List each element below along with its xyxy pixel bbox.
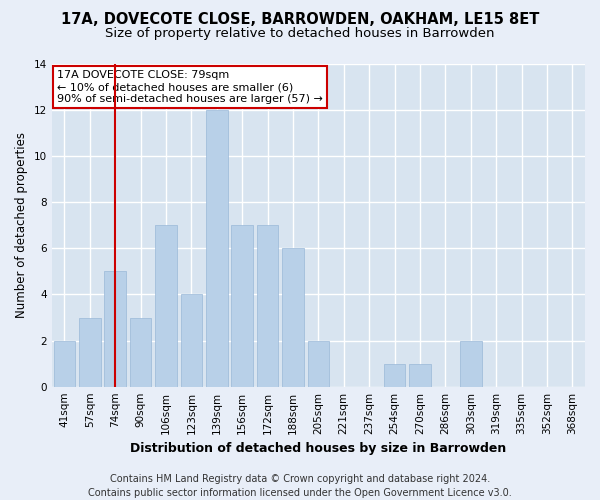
Bar	[257, 226, 278, 386]
Bar	[409, 364, 431, 386]
Bar	[53, 340, 75, 386]
Bar	[181, 294, 202, 386]
Bar	[155, 226, 177, 386]
Bar	[206, 110, 227, 386]
Bar	[460, 340, 482, 386]
Text: 17A, DOVECOTE CLOSE, BARROWDEN, OAKHAM, LE15 8ET: 17A, DOVECOTE CLOSE, BARROWDEN, OAKHAM, …	[61, 12, 539, 28]
Bar	[384, 364, 406, 386]
Text: Size of property relative to detached houses in Barrowden: Size of property relative to detached ho…	[105, 28, 495, 40]
Bar	[130, 318, 151, 386]
Y-axis label: Number of detached properties: Number of detached properties	[15, 132, 28, 318]
Bar	[104, 272, 126, 386]
Bar	[308, 340, 329, 386]
Bar	[79, 318, 101, 386]
Text: Contains HM Land Registry data © Crown copyright and database right 2024.
Contai: Contains HM Land Registry data © Crown c…	[88, 474, 512, 498]
X-axis label: Distribution of detached houses by size in Barrowden: Distribution of detached houses by size …	[130, 442, 506, 455]
Bar	[232, 226, 253, 386]
Bar	[282, 248, 304, 386]
Text: 17A DOVECOTE CLOSE: 79sqm
← 10% of detached houses are smaller (6)
90% of semi-d: 17A DOVECOTE CLOSE: 79sqm ← 10% of detac…	[57, 70, 323, 104]
